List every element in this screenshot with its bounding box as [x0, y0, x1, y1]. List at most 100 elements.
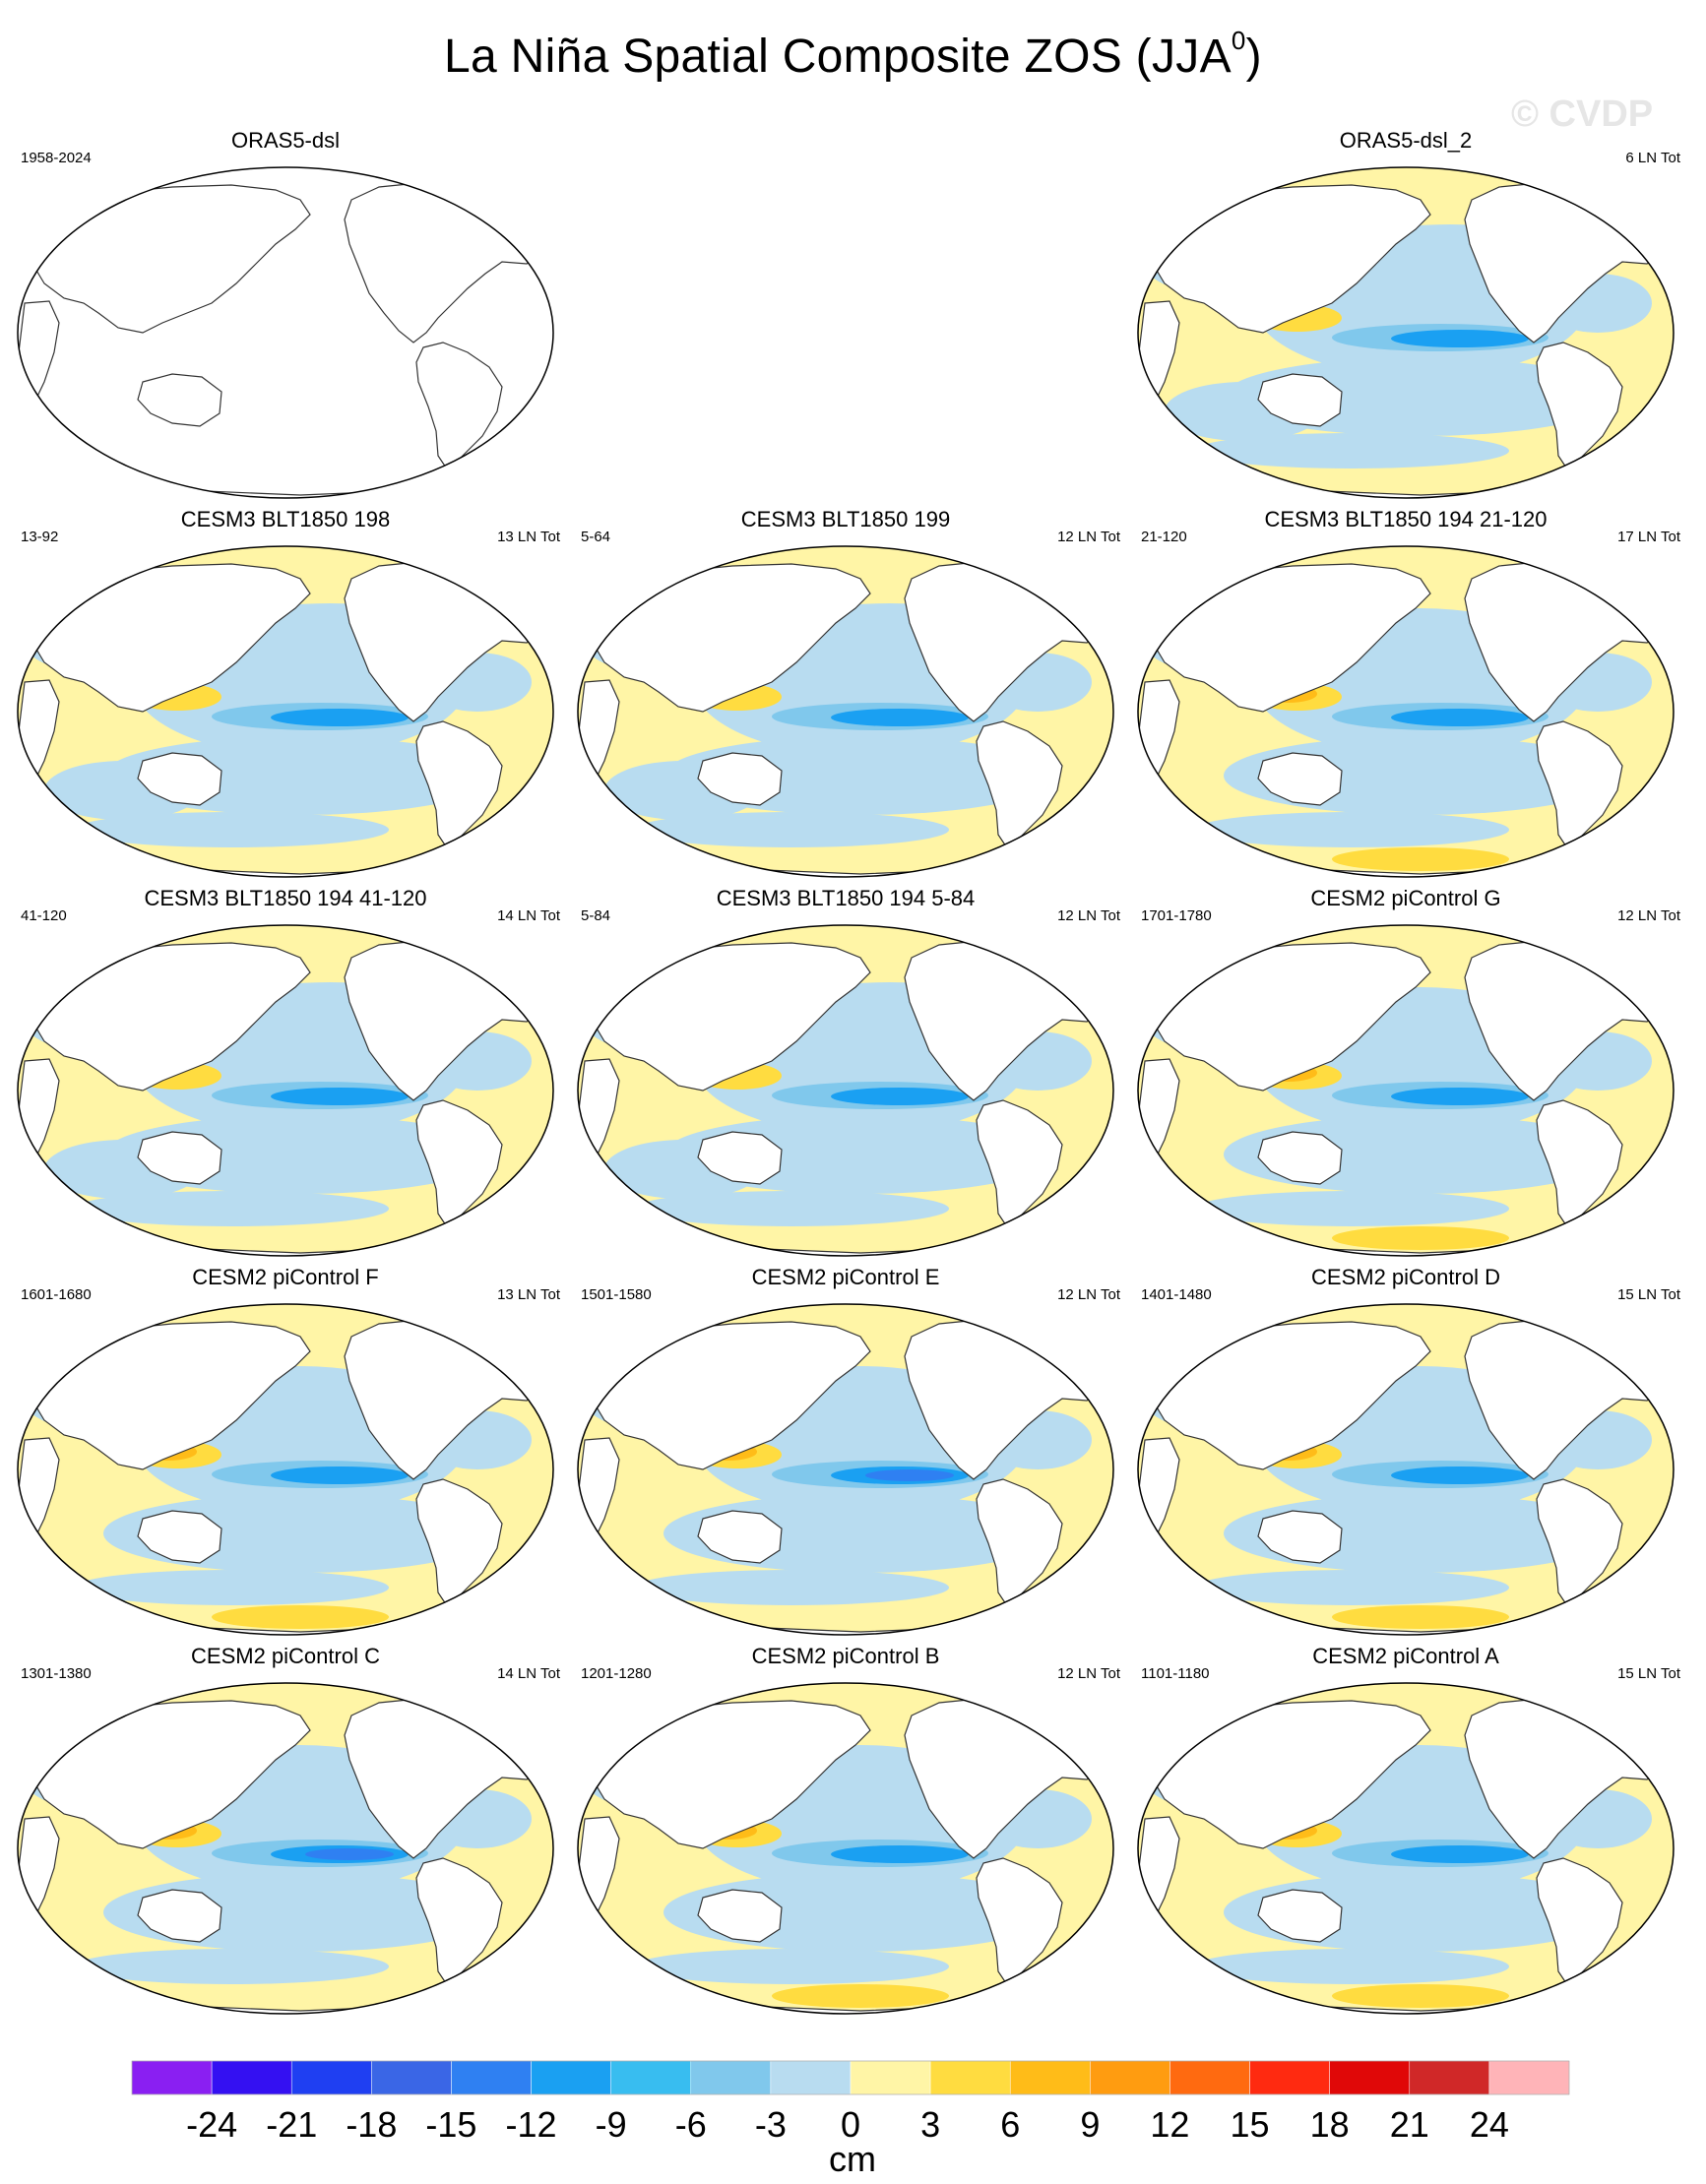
equatorial-cold-tongue-core [831, 1845, 969, 1863]
panel-title: CESM2 piControl D [1311, 1265, 1500, 1289]
map-border [577, 1682, 1114, 2015]
equatorial-cold-tongue-core [1391, 1845, 1529, 1863]
land-southAmerica [415, 1478, 503, 1608]
robinson-map [577, 545, 1114, 878]
panel-title: CESM2 piControl B [751, 1644, 940, 1668]
land-australia [137, 1889, 222, 1943]
panel-event-count: 13 LN Tot [497, 529, 560, 545]
map-panel: CESM2 piControl A 1101-1180 15 LN Tot [1125, 1644, 1686, 2023]
map-panel: CESM3 BLT1850 194 21-120 21-120 17 LN Tot [1125, 507, 1686, 886]
land-greenland [452, 1309, 498, 1341]
map-border [1137, 545, 1674, 878]
panel-event-count: 12 LN Tot [1057, 907, 1120, 924]
panel-title: CESM2 piControl C [191, 1644, 380, 1668]
robinson-map [577, 924, 1114, 1257]
robinson-map [1137, 1303, 1674, 1636]
land-asia [1152, 1321, 1431, 1470]
map-panel: CESM2 piControl D 1401-1480 15 LN Tot [1125, 1265, 1686, 1644]
equatorial-cold-tongue-core [271, 1088, 409, 1105]
panel-period-label: 5-84 [581, 907, 611, 924]
robinson-map [17, 924, 554, 1257]
robinson-map [17, 545, 554, 878]
map-border [1137, 924, 1674, 1257]
land-southAmerica [1536, 342, 1623, 471]
map-border [17, 166, 554, 499]
panel-title: CESM3 BLT1850 194 21-120 [1264, 507, 1548, 531]
map-panel: CESM2 piControl C 1301-1380 14 LN Tot [5, 1644, 566, 2023]
land-southAmerica [415, 720, 503, 850]
southern-ocean-anomaly [212, 1605, 389, 1629]
panel-event-count: 13 LN Tot [497, 1286, 560, 1303]
panel-event-count: 6 LN Tot [1625, 150, 1680, 166]
land-southAmerica [1536, 720, 1623, 850]
panel-title: ORAS5-dsl_2 [1339, 128, 1473, 153]
land-greenland [452, 930, 498, 962]
negative-anomaly-region [1194, 433, 1509, 468]
map-panel: CESM2 piControl B 1201-1280 12 LN Tot [565, 1644, 1126, 2023]
land-asia [592, 1321, 871, 1470]
land-asia [592, 1700, 871, 1849]
panel-period-label: 1958-2024 [21, 150, 92, 166]
panel-period-label: 1401-1480 [1141, 1286, 1212, 1303]
land-asia [32, 1321, 311, 1470]
map-border [1137, 1303, 1674, 1636]
land-australia [137, 1131, 222, 1185]
map-panel: CESM3 BLT1850 194 41-120 41-120 14 LN Tot [5, 886, 566, 1265]
land-australia [697, 752, 783, 806]
robinson-map [17, 1682, 554, 2015]
equatorial-cold-tongue-core [271, 709, 409, 726]
land-antarctica [652, 1995, 1049, 2014]
panel-period-label: 1201-1280 [581, 1665, 652, 1682]
southern-ocean-anomaly [772, 1984, 949, 2008]
negative-anomaly-region [634, 1570, 949, 1605]
negative-anomaly-region [1194, 1570, 1509, 1605]
panel-period-label: 5-64 [581, 529, 611, 545]
panel-event-count: 12 LN Tot [1057, 1286, 1120, 1303]
equatorial-cold-tongue-core [1391, 330, 1529, 347]
panel-event-count: 14 LN Tot [497, 1665, 560, 1682]
land-australia [697, 1131, 783, 1185]
panel-period-label: 1301-1380 [21, 1665, 92, 1682]
panel-title: CESM3 BLT1850 194 41-120 [144, 886, 427, 910]
land-greenland [452, 172, 498, 204]
map-panel: CESM2 piControl G 1701-1780 12 LN Tot [1125, 886, 1686, 1265]
equatorial-cold-tongue-core [831, 709, 969, 726]
land-southAmerica [976, 1478, 1063, 1608]
robinson-map [577, 1682, 1114, 2015]
land-southAmerica [1536, 1857, 1623, 1987]
land-australia [1257, 1510, 1343, 1564]
land-australia [697, 1889, 783, 1943]
robinson-map [1137, 545, 1674, 878]
land-southAmerica [415, 1099, 503, 1229]
land-greenland [1572, 172, 1618, 204]
land-asia [1152, 942, 1431, 1092]
southern-ocean-anomaly [1332, 1984, 1509, 2008]
equatorial-cold-tongue-core [271, 1466, 409, 1484]
negative-anomaly-region [634, 1191, 949, 1226]
land-asia [1152, 184, 1431, 334]
map-border [577, 1303, 1114, 1636]
land-australia [137, 373, 222, 427]
panel-event-count: 15 LN Tot [1617, 1665, 1680, 1682]
land-greenland [452, 1688, 498, 1719]
panel-event-count: 12 LN Tot [1057, 1665, 1120, 1682]
land-asia [1152, 1700, 1431, 1849]
panel-event-count: 15 LN Tot [1617, 1286, 1680, 1303]
negative-anomaly-region [1194, 812, 1509, 847]
equatorial-cold-tongue-max [305, 1848, 394, 1860]
robinson-map [1137, 924, 1674, 1257]
land-southAmerica [976, 720, 1063, 850]
land-africa [18, 300, 60, 408]
land-asia [32, 563, 311, 713]
robinson-map [577, 1303, 1114, 1636]
land-greenland [1572, 551, 1618, 583]
land-antarctica [92, 479, 489, 498]
map-border [17, 924, 554, 1257]
land-southAmerica [415, 1857, 503, 1987]
land-southAmerica [976, 1099, 1063, 1229]
land-antarctica [92, 1237, 489, 1256]
land-northAmerica [344, 182, 545, 343]
land-greenland [1012, 930, 1058, 962]
land-asia [32, 942, 311, 1092]
